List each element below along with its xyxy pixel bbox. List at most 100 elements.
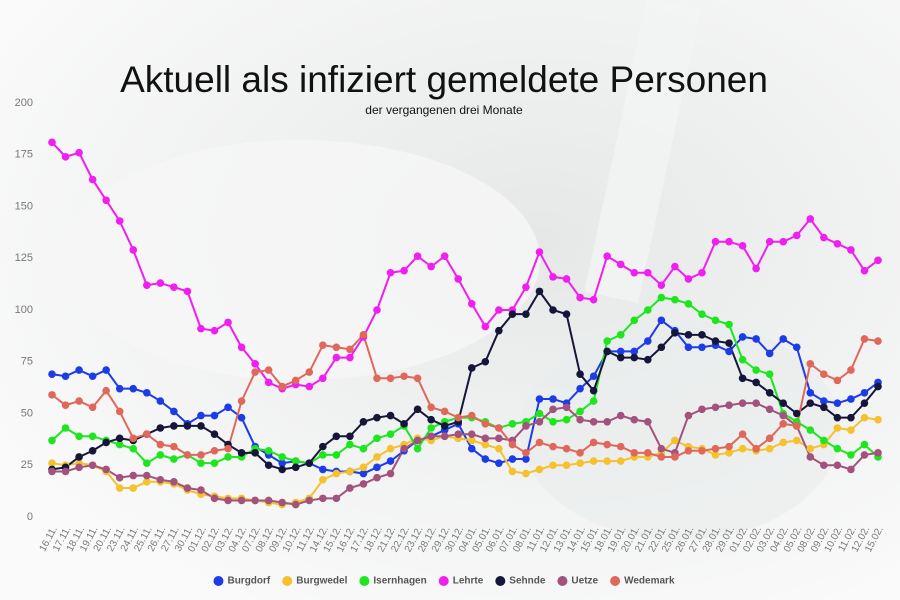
data-point — [847, 465, 855, 474]
data-point — [251, 449, 259, 457]
data-point — [481, 357, 490, 366]
data-point — [102, 438, 110, 447]
data-point — [332, 353, 341, 362]
data-point — [576, 449, 584, 457]
data-point — [671, 262, 679, 271]
data-point — [684, 446, 693, 455]
data-point — [61, 153, 70, 161]
data-point — [346, 432, 354, 441]
data-point — [508, 455, 517, 463]
data-point — [156, 475, 165, 484]
data-point — [413, 444, 422, 453]
data-point — [698, 331, 706, 339]
data-point — [562, 403, 571, 412]
data-point — [576, 384, 584, 393]
data-point — [806, 389, 815, 397]
data-point — [467, 364, 476, 372]
data-point — [576, 415, 584, 424]
data-point — [359, 444, 368, 453]
data-point — [156, 397, 165, 405]
data-point — [115, 484, 124, 492]
data-point — [129, 484, 138, 492]
data-point — [48, 370, 56, 378]
data-point — [860, 440, 869, 449]
data-point — [142, 471, 151, 480]
data-point — [291, 463, 300, 472]
data-point — [386, 430, 395, 439]
legend-label: Isernhagen — [373, 576, 426, 587]
data-point — [833, 461, 842, 470]
data-point — [495, 424, 503, 432]
data-point — [589, 417, 598, 426]
data-point — [847, 395, 855, 403]
data-point — [346, 484, 354, 492]
data-point — [413, 405, 422, 414]
data-point — [373, 374, 381, 383]
data-point — [860, 451, 869, 459]
data-point — [61, 401, 70, 410]
data-point — [48, 138, 56, 147]
data-point — [183, 484, 192, 492]
data-point — [711, 237, 720, 246]
data-point — [359, 331, 368, 339]
data-point — [373, 463, 381, 472]
data-point — [535, 287, 544, 296]
data-point — [319, 451, 327, 459]
data-point — [698, 446, 706, 455]
data-point — [210, 326, 219, 335]
data-point — [115, 384, 124, 393]
data-point — [616, 353, 625, 362]
data-point — [454, 430, 463, 439]
data-point — [251, 368, 259, 376]
chart-subtitle: der vergangenen drei Monate — [365, 103, 523, 117]
data-point — [725, 347, 733, 356]
data-point — [291, 500, 300, 509]
data-point — [427, 424, 435, 432]
data-point — [508, 420, 517, 428]
data-point — [224, 496, 232, 505]
data-point — [657, 444, 666, 453]
data-point — [373, 453, 381, 461]
data-point — [684, 343, 693, 352]
data-point — [779, 420, 788, 428]
data-point — [210, 494, 219, 503]
data-point — [48, 436, 56, 445]
data-point — [630, 415, 639, 424]
data-point — [264, 378, 273, 387]
data-point — [576, 370, 584, 378]
data-point — [603, 347, 611, 356]
data-point — [698, 405, 706, 414]
data-point — [589, 295, 598, 304]
legend: Burgdorf Burgwedel Isernhagen Lehrte Sehnde U… — [213, 576, 675, 587]
data-point — [197, 459, 205, 467]
data-point — [860, 399, 869, 407]
data-point — [752, 366, 760, 374]
data-point — [738, 333, 747, 341]
data-point — [535, 465, 544, 474]
data-point — [779, 438, 788, 447]
chart-title: Aktuell als infiziert gemeldete Personen — [120, 59, 768, 100]
data-point — [237, 343, 246, 352]
data-point — [589, 397, 598, 405]
y-tick-label: 0 — [27, 511, 33, 523]
data-point — [847, 366, 855, 374]
data-point — [197, 324, 205, 333]
data-point — [630, 268, 639, 277]
data-point — [278, 465, 286, 474]
data-point — [562, 415, 571, 424]
data-point — [332, 469, 341, 478]
data-point — [129, 384, 138, 393]
data-point — [346, 353, 354, 362]
legend-label: Wedemark — [624, 576, 675, 587]
data-point — [102, 386, 110, 395]
data-point — [522, 283, 530, 292]
data-point — [603, 440, 611, 449]
background-shape — [584, 0, 701, 303]
data-point — [752, 444, 760, 453]
data-point — [549, 306, 557, 314]
data-point — [291, 457, 300, 465]
data-point — [616, 331, 625, 339]
data-point — [874, 415, 882, 424]
data-point — [129, 444, 138, 453]
data-point — [88, 403, 97, 412]
